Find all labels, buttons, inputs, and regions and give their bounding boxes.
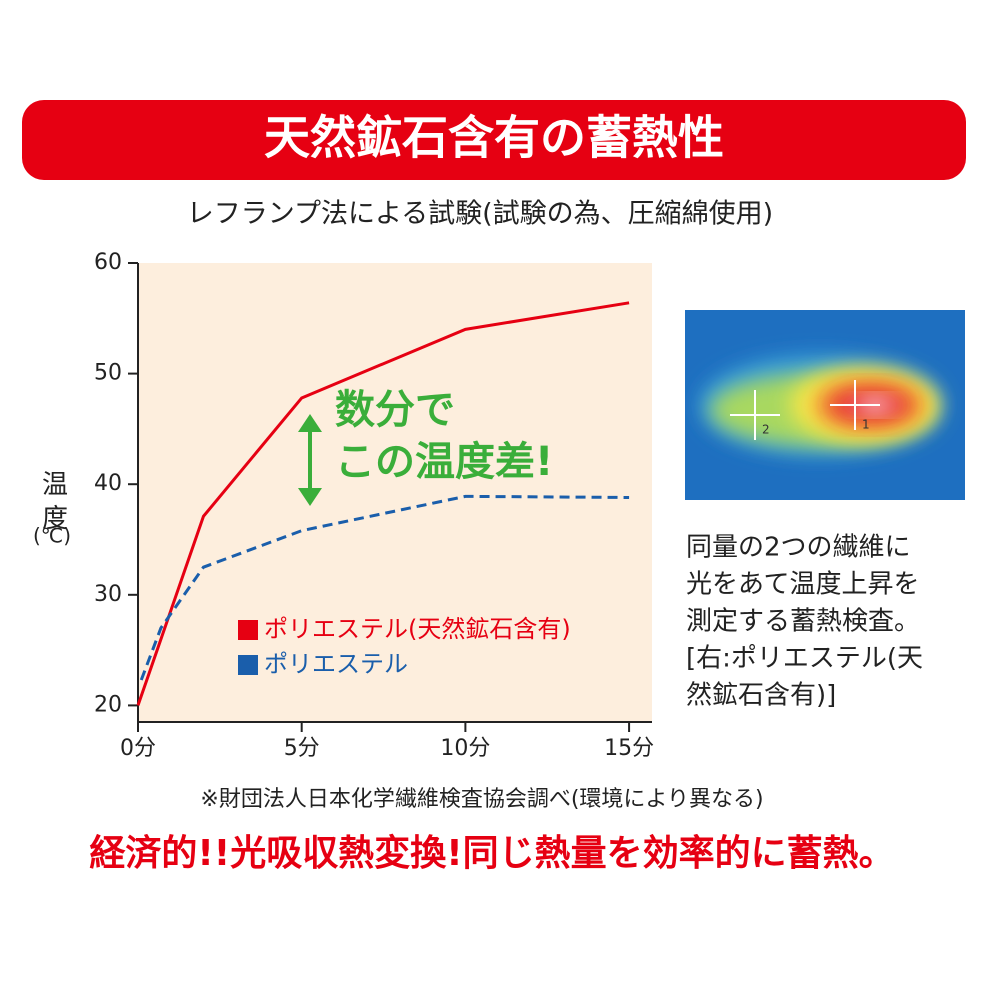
y-tick-label: 40 [94, 471, 122, 496]
chart-subtitle: レフランプ法による試験(試験の為、圧縮綿使用) [187, 199, 773, 230]
caption: 光をあて温度上昇を [686, 570, 919, 600]
x-tick-label: 0分 [120, 736, 156, 761]
tagline: 経済的!!光吸収熱変換!同じ熱量を効率的に蓄熱。 [89, 832, 894, 874]
series-line [139, 494, 630, 681]
series-line [136, 301, 630, 706]
legend-label: ポリエステル [264, 650, 408, 678]
thermal-image [685, 310, 965, 500]
y-tick-label: 60 [94, 250, 122, 275]
legend-label: ポリエステル(天然鉱石含有) [264, 615, 571, 643]
note: ※財団法人日本化学繊維検査協会調べ(環境により異なる) [200, 787, 763, 812]
legend-swatch [238, 655, 258, 675]
caption: 測定する蓄熱検査。 [686, 607, 920, 637]
x-tick-label: 10分 [440, 736, 490, 761]
x-tick-label: 15分 [604, 736, 654, 761]
caption: 同量の2つの繊維に [686, 533, 911, 563]
legend-swatch [238, 620, 258, 640]
chart-title: 天然鉱石含有の蓄熱性 [264, 111, 724, 165]
y-tick-label: 20 [94, 692, 122, 717]
y-axis-label: 温度 [38, 470, 68, 538]
annotation: 数分で [335, 387, 455, 433]
annotation: この温度差! [335, 439, 553, 485]
image-label: 1 [862, 418, 870, 432]
caption: [右:ポリエステル(天 [686, 644, 923, 674]
caption: 然鉱石含有)] [686, 681, 836, 711]
y-tick-label: 30 [94, 582, 122, 607]
title-banner [22, 100, 966, 180]
image-label: 2 [762, 423, 770, 437]
x-tick-label: 5分 [284, 736, 320, 761]
y-axis-unit: (℃) [33, 524, 71, 548]
y-tick-label: 50 [94, 361, 122, 386]
